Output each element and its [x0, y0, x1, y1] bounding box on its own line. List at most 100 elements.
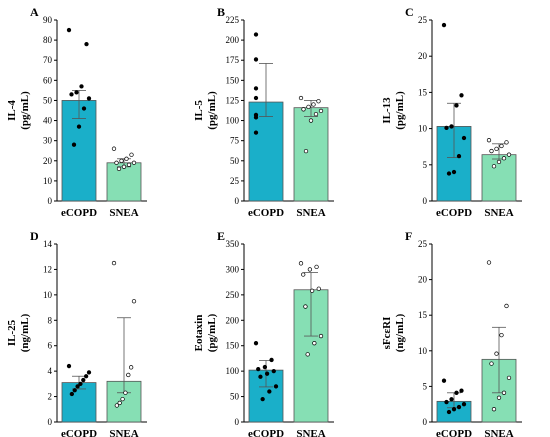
- y-tick-label: 200: [226, 35, 240, 45]
- y-tick-label: 225: [226, 15, 240, 25]
- y-tick-label: 10: [43, 290, 53, 300]
- data-point-ecopd: [269, 357, 274, 363]
- y-tick-label: 10: [418, 346, 428, 356]
- data-point-snea: [126, 162, 132, 167]
- data-point-ecopd: [75, 384, 80, 389]
- y-tick-label: 50: [43, 95, 53, 105]
- data-point-ecopd: [71, 142, 77, 147]
- panel-letter: E: [217, 229, 225, 243]
- x-tick-label: eCOPD: [61, 207, 97, 219]
- data-point-ecopd: [83, 374, 89, 379]
- data-point-snea: [111, 260, 117, 266]
- data-point-ecopd: [81, 106, 87, 111]
- error-bar-ecopd: [72, 89, 86, 119]
- data-point-snea: [318, 108, 324, 114]
- data-point-snea: [301, 272, 306, 277]
- data-point-snea: [499, 332, 504, 338]
- data-point-snea: [496, 395, 502, 400]
- y-tick-label: 150: [226, 75, 240, 85]
- data-point-snea: [119, 158, 124, 163]
- y-tick-label: 5: [423, 160, 428, 170]
- data-point-ecopd: [253, 341, 259, 346]
- y-tick-label: 5: [423, 381, 428, 391]
- data-point-snea: [305, 352, 310, 357]
- y-axis-label: Eotaxin(pg/mL): [193, 313, 218, 352]
- error-bar-ecopd: [259, 63, 273, 117]
- y-tick-label: 8: [48, 315, 53, 325]
- data-point-ecopd: [441, 378, 447, 383]
- data-point-snea: [123, 390, 128, 395]
- data-point-snea: [111, 146, 117, 151]
- data-point-snea: [308, 118, 314, 123]
- data-point-ecopd: [454, 390, 459, 395]
- panel-letter: D: [30, 229, 39, 243]
- data-point-ecopd: [79, 84, 84, 89]
- data-point-snea: [506, 152, 512, 157]
- y-tick-label: 10: [418, 124, 428, 134]
- data-point-snea: [491, 164, 497, 169]
- data-point-ecopd: [260, 396, 265, 402]
- y-tick-label: 0: [48, 417, 53, 427]
- x-tick-label: eCOPD: [248, 207, 284, 219]
- data-point-ecopd: [76, 124, 82, 129]
- data-point-ecopd: [454, 103, 459, 108]
- data-point-ecopd: [449, 397, 454, 402]
- data-point-snea: [303, 148, 309, 154]
- data-point-ecopd: [461, 402, 467, 407]
- data-point-ecopd: [66, 363, 72, 369]
- data-point-snea: [504, 303, 509, 309]
- data-point-snea: [316, 286, 321, 291]
- y-tick-label: 30: [43, 136, 53, 146]
- data-point-snea: [314, 264, 319, 270]
- y-axis-label-line2: (pg/mL): [394, 91, 406, 130]
- x-tick-label: eCOPD: [436, 207, 472, 219]
- data-point-ecopd: [451, 407, 457, 412]
- data-point-ecopd: [69, 92, 74, 97]
- data-point-snea: [114, 160, 119, 165]
- y-tick-label: 350: [226, 239, 240, 249]
- panel-e: E Eotaxin(pg/mL) 0 50 100 150 200 250 300 350 eCOP…: [193, 229, 334, 437]
- data-point-ecopd: [78, 381, 83, 387]
- y-tick-label: 125: [226, 95, 240, 105]
- panel-c: C IL-13(pg/mL) 0 5 10 15 20 25 eCOPD SNEA: [381, 5, 522, 219]
- x-tick-label: eCOPD: [248, 428, 284, 437]
- x-tick-label: SNEA: [296, 428, 325, 437]
- x-tick-label: eCOPD: [61, 428, 97, 437]
- y-tick-label: 4: [48, 366, 53, 376]
- data-point-snea: [298, 95, 304, 101]
- y-tick-label: 70: [43, 55, 53, 65]
- y-axis-label: IL-25(ng/mL): [6, 313, 31, 352]
- panel-letter: F: [405, 229, 412, 243]
- data-point-snea: [131, 299, 137, 304]
- bar-snea: [293, 107, 329, 202]
- x-tick-label: eCOPD: [436, 428, 472, 437]
- data-point-snea: [486, 260, 492, 265]
- y-tick-label: 60: [43, 75, 53, 85]
- data-point-snea: [129, 152, 134, 157]
- y-tick-label: 100: [226, 366, 240, 376]
- data-point-ecopd: [72, 388, 77, 393]
- x-tick-label: SNEA: [484, 207, 513, 219]
- y-axis-label: sFcεRI(ng/mL): [381, 313, 406, 352]
- data-point-ecopd: [258, 374, 263, 379]
- y-axis-label: IL-5(pg/mL): [193, 91, 218, 130]
- data-point-snea: [489, 361, 494, 366]
- data-point-snea: [116, 166, 122, 171]
- y-tick-label: 0: [235, 417, 240, 427]
- y-axis-label-line1: IL-4: [6, 100, 18, 121]
- data-point-snea: [309, 288, 315, 293]
- y-tick-label: 6: [48, 341, 53, 351]
- y-axis-label-line2: (pg/mL): [19, 91, 31, 130]
- y-tick-label: 150: [226, 341, 240, 351]
- data-point-snea: [114, 403, 120, 408]
- data-point-snea: [496, 159, 502, 165]
- data-point-ecopd: [69, 391, 75, 397]
- data-point-snea: [501, 390, 507, 395]
- data-point-snea: [131, 160, 137, 165]
- x-tick-label: SNEA: [109, 428, 138, 437]
- data-point-ecopd: [273, 384, 279, 389]
- y-tick-label: 80: [43, 35, 53, 45]
- data-point-snea: [318, 333, 324, 339]
- y-axis-label-line2: (pg/mL): [206, 91, 218, 130]
